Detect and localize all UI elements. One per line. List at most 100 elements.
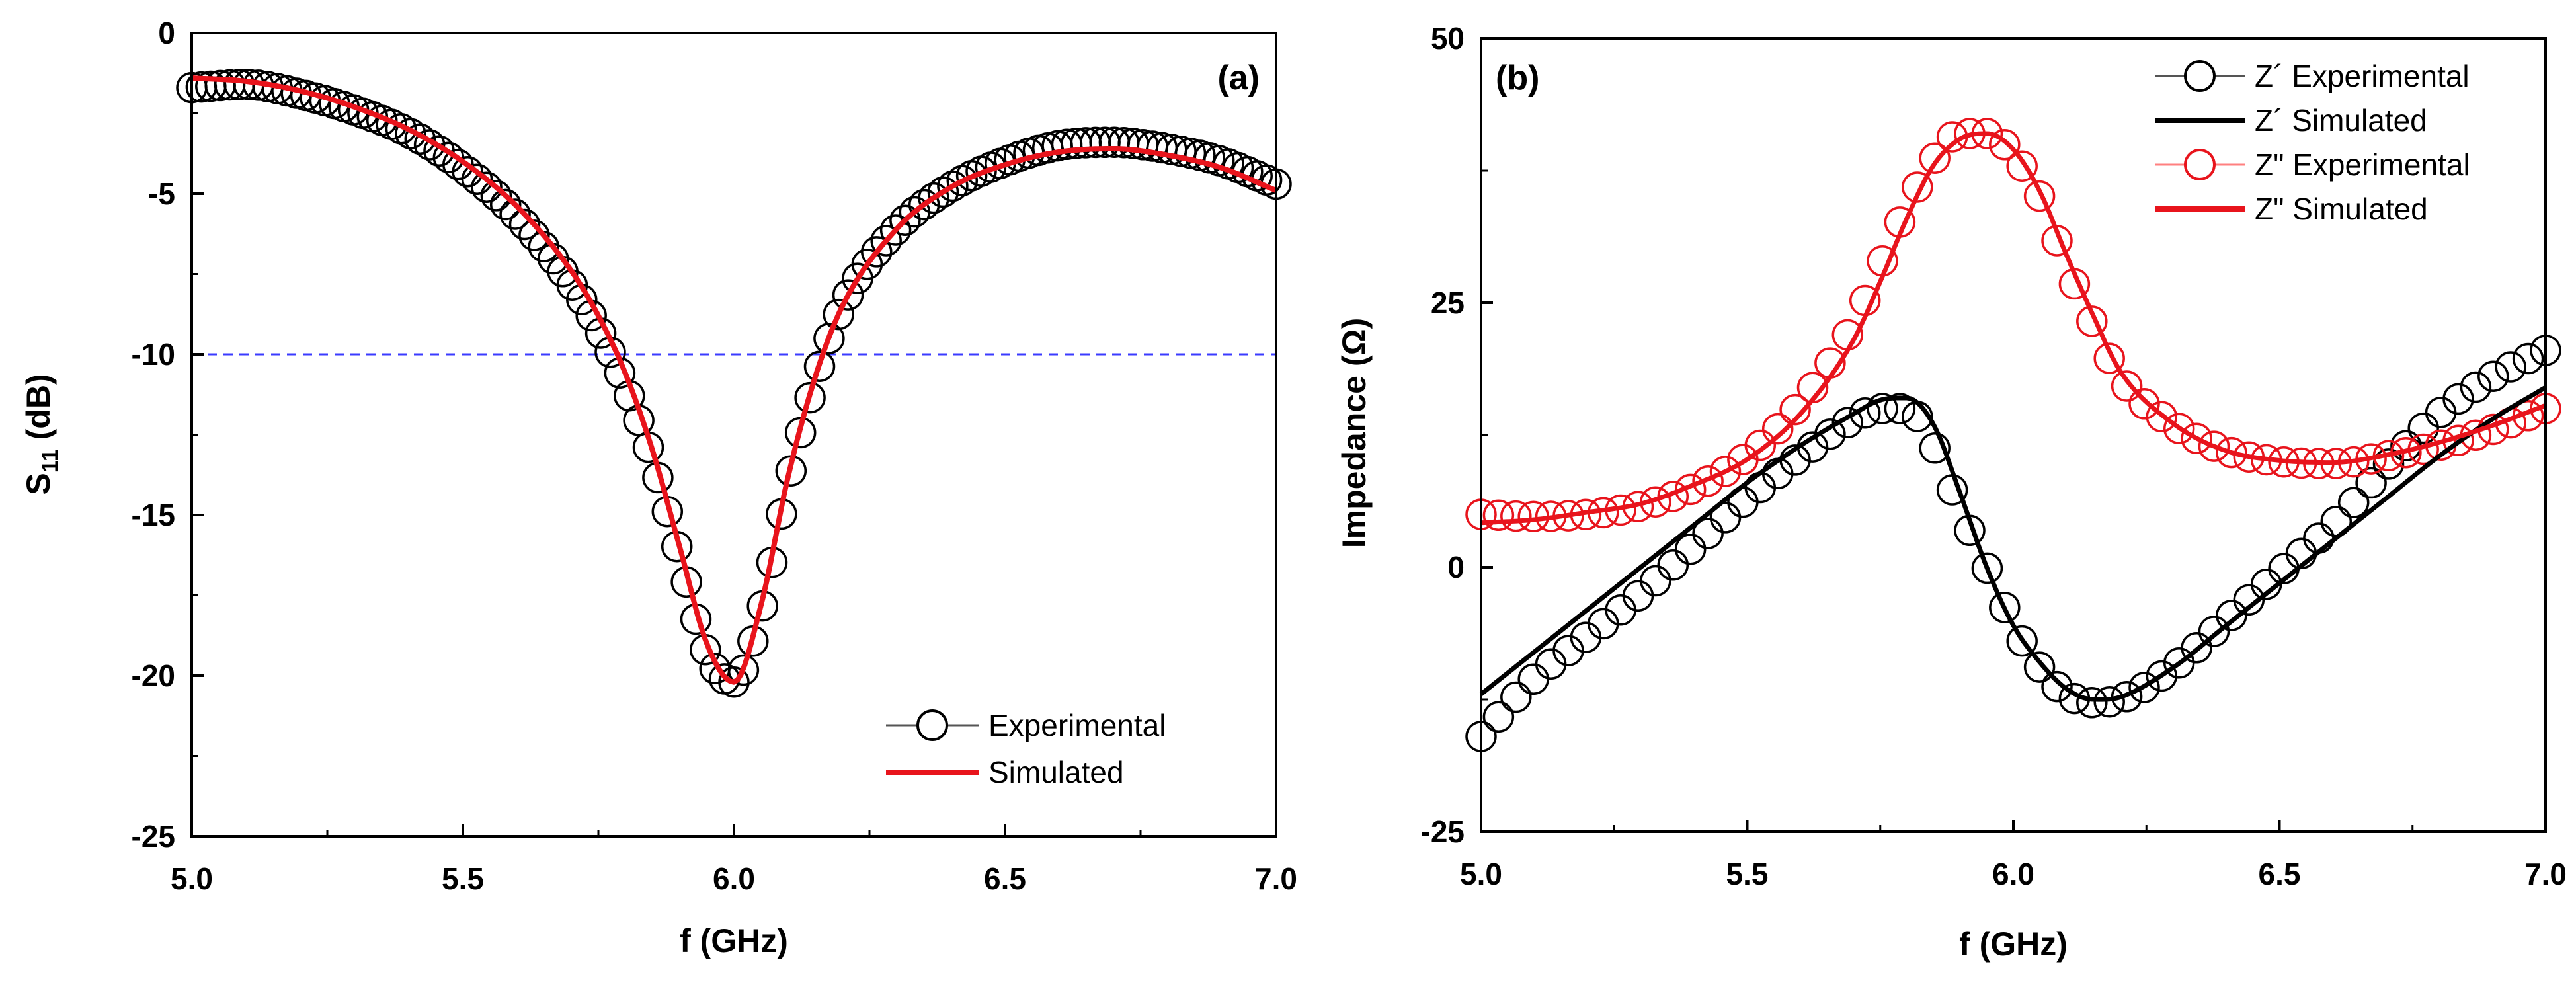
panel-a-legend-simulated-text: Simulated (988, 755, 1124, 789)
panel-a-y-tick-label: -10 (132, 337, 175, 372)
panel-b-data-point (1674, 473, 1707, 506)
panel-b-data-point (2041, 670, 2073, 703)
panel-b-data-point (2442, 383, 2474, 415)
panel-b-y-tick-label: -25 (1421, 814, 1465, 849)
panel-a-data-point (832, 279, 864, 311)
panel-a-y-label-prefix: S (20, 473, 57, 495)
panel-a-data-point (718, 666, 750, 698)
panel-b-y-tick-label: 25 (1431, 286, 1465, 320)
panel-b-data-point (2093, 686, 2125, 718)
panel-b-data-point (1692, 518, 1724, 549)
panel-b-data-point (2495, 351, 2526, 383)
panel-b-data-point (1674, 533, 1707, 565)
panel-b-data-point (2023, 651, 2056, 683)
panel-a-series-line (191, 75, 1277, 685)
panel-a-data-point (813, 323, 845, 354)
panel-b-data-point (2023, 180, 2056, 212)
panel-a-data-point (480, 180, 512, 212)
panel-b-data-point (2163, 413, 2195, 444)
panel-a-x-tick-label: 5.5 (442, 861, 484, 896)
panel-b-legend-zp-sim-text: Z´ Simulated (2255, 103, 2427, 138)
panel-a-data-point (908, 188, 940, 221)
panel-a-data-point (395, 118, 426, 149)
panel-b-data-point (2355, 467, 2387, 499)
panel-a-data-point (879, 214, 912, 246)
panel-b-data-point (2093, 342, 2125, 374)
panel-a-legend-experimental-marker (916, 709, 948, 741)
panel-b-data-point (2337, 487, 2370, 518)
panel-b-data-point (2128, 672, 2160, 703)
panel-b-data-point (1744, 429, 1777, 461)
panel-a-y-tick-label: 0 (158, 16, 175, 50)
panel-a-data-point (870, 225, 902, 257)
panel-b-x-axis-label: f (GHz) (1959, 926, 2068, 963)
panel-b-data-point (1867, 393, 1898, 424)
panel-a-data-point (927, 176, 959, 208)
panel-b-data-point (1500, 681, 1532, 713)
panel-b-data-point (2512, 342, 2544, 375)
panel-b-data-point (2146, 401, 2178, 433)
panel-b-series-line (1479, 385, 2547, 702)
panel-b-legend-item-zpp-sim: Z" Simulated (2155, 192, 2428, 226)
panel-a-legend: Experimental Simulated (886, 708, 1166, 789)
panel-b-series-z-experimental (1465, 335, 2561, 752)
panel-b-y-tick-label: 50 (1431, 21, 1465, 56)
panel-b-data-point (2128, 388, 2160, 420)
panel-a-legend-item-simulated: Simulated (886, 755, 1124, 789)
panel-b-x-tick-label: 6.5 (2259, 857, 2301, 891)
panel-a-x-tick-label: 6.0 (713, 861, 755, 896)
panel-b-data-point (2372, 448, 2405, 480)
panel-a-series-layer (176, 69, 1292, 698)
panel-b-legend-zpp-exp-marker (2184, 149, 2216, 180)
panel-b-series-z-simulated (1480, 131, 2547, 526)
panel-a-label: (a) (1217, 59, 1260, 97)
panel-a-series-simulated (191, 75, 1277, 685)
panel-a-data-point (508, 208, 541, 241)
panel-b-x-tick-label: 6.0 (1992, 857, 2034, 891)
panel-b-data-point (2146, 660, 2178, 692)
panel-b-data-point (1902, 171, 1933, 203)
panel-a-series-experimental (176, 69, 1292, 698)
panel-b-data-point (1622, 580, 1654, 612)
panel-b-data-point (2181, 422, 2212, 454)
panel-b-data-point (2006, 150, 2038, 182)
panel-b-legend: Z´ Experimental Z´ Simulated Z" Experime… (2155, 59, 2470, 226)
panel-b-series-line (1480, 131, 2547, 526)
panel-b-y-tick-label: 0 (1447, 550, 1465, 584)
panel-b-data-point (2181, 632, 2212, 664)
panel-b-ticks: 5.0 5.5 6.0 6.5 7.0 50 25 0 -25 (1421, 21, 2567, 891)
panel-a-x-tick-label: 6.5 (984, 861, 1026, 896)
panel-b-x-tick-label: 5.5 (1726, 857, 1769, 891)
panel-b-series-layer (1465, 118, 2561, 752)
panel-a-data-point (489, 188, 522, 221)
panel-a-x-axis-label: f (GHz) (680, 922, 788, 959)
panel-a-data-point (861, 236, 893, 268)
panel-b-data-point (2460, 371, 2492, 403)
panel-a-y-tick-label: -5 (148, 177, 175, 211)
panel-a-data-point (794, 381, 826, 414)
panel-b-data-point (2076, 305, 2108, 337)
panel-a-y-tick-label: -25 (132, 819, 175, 854)
panel-b-x-tick-label: 7.0 (2524, 857, 2567, 891)
panel-b-data-point (1884, 393, 1916, 424)
panel-a-data-point (823, 298, 854, 331)
panel-b-y-axis-label: Impedance (Ω) (1336, 318, 1373, 549)
panel-a-y-label-subscript: 11 (38, 449, 63, 473)
panel-a-y-tick-label: -20 (132, 658, 175, 693)
panel-a-legend-item-experimental: Experimental (886, 708, 1166, 742)
panel-b-data-point (1640, 565, 1671, 597)
panel-b-data-point (1692, 465, 1724, 497)
panel-b-legend-zpp-exp-text: Z" Experimental (2255, 147, 2470, 182)
panel-a-data-point (918, 182, 949, 214)
panel-b-data-point (2198, 616, 2230, 647)
panel-b-series-z-simulated (1479, 385, 2547, 702)
panel-b-data-point (2198, 430, 2230, 462)
panel-b-data-point (1709, 456, 1742, 487)
panel-a-x-tick-label: 7.0 (1255, 861, 1297, 896)
panel-a-ticks: 5.0 5.5 6.0 6.5 7.0 0 -5 -10 -15 -20 -25 (132, 16, 1297, 896)
panel-b-legend-zpp-sim-text: Z" Simulated (2255, 192, 2428, 226)
panel-b-data-point (2477, 360, 2509, 392)
panel-a-y-axis-label: S11 (dB) (20, 374, 63, 495)
panel-b-data-point (2303, 522, 2335, 554)
panel-b-label: (b) (1496, 59, 1539, 97)
